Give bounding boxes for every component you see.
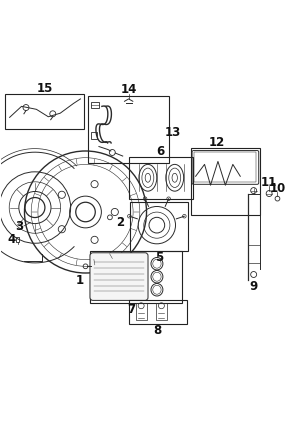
- Bar: [16, 237, 19, 242]
- Bar: [129, 157, 193, 198]
- Bar: [5, 94, 84, 128]
- Text: 2: 2: [116, 216, 124, 229]
- Text: 13: 13: [165, 126, 181, 139]
- Text: 1: 1: [76, 274, 84, 287]
- Text: 11: 11: [261, 176, 277, 189]
- Text: 7: 7: [127, 303, 135, 316]
- Text: 12: 12: [209, 136, 225, 149]
- Text: 6: 6: [157, 145, 165, 158]
- Bar: [191, 148, 260, 215]
- Text: 15: 15: [36, 82, 53, 95]
- Text: 4: 4: [8, 233, 16, 246]
- Bar: [130, 201, 188, 251]
- Bar: [129, 300, 187, 324]
- Bar: [90, 251, 182, 303]
- Text: 10: 10: [269, 182, 286, 195]
- Bar: [156, 303, 167, 320]
- Text: 3: 3: [15, 220, 23, 233]
- Text: 8: 8: [154, 324, 162, 337]
- Text: 14: 14: [120, 84, 137, 97]
- Bar: [136, 303, 147, 320]
- Bar: [91, 131, 97, 139]
- Bar: [89, 96, 169, 163]
- Text: 9: 9: [250, 281, 258, 293]
- Text: 5: 5: [155, 251, 163, 264]
- FancyBboxPatch shape: [90, 253, 148, 300]
- Bar: [91, 102, 99, 109]
